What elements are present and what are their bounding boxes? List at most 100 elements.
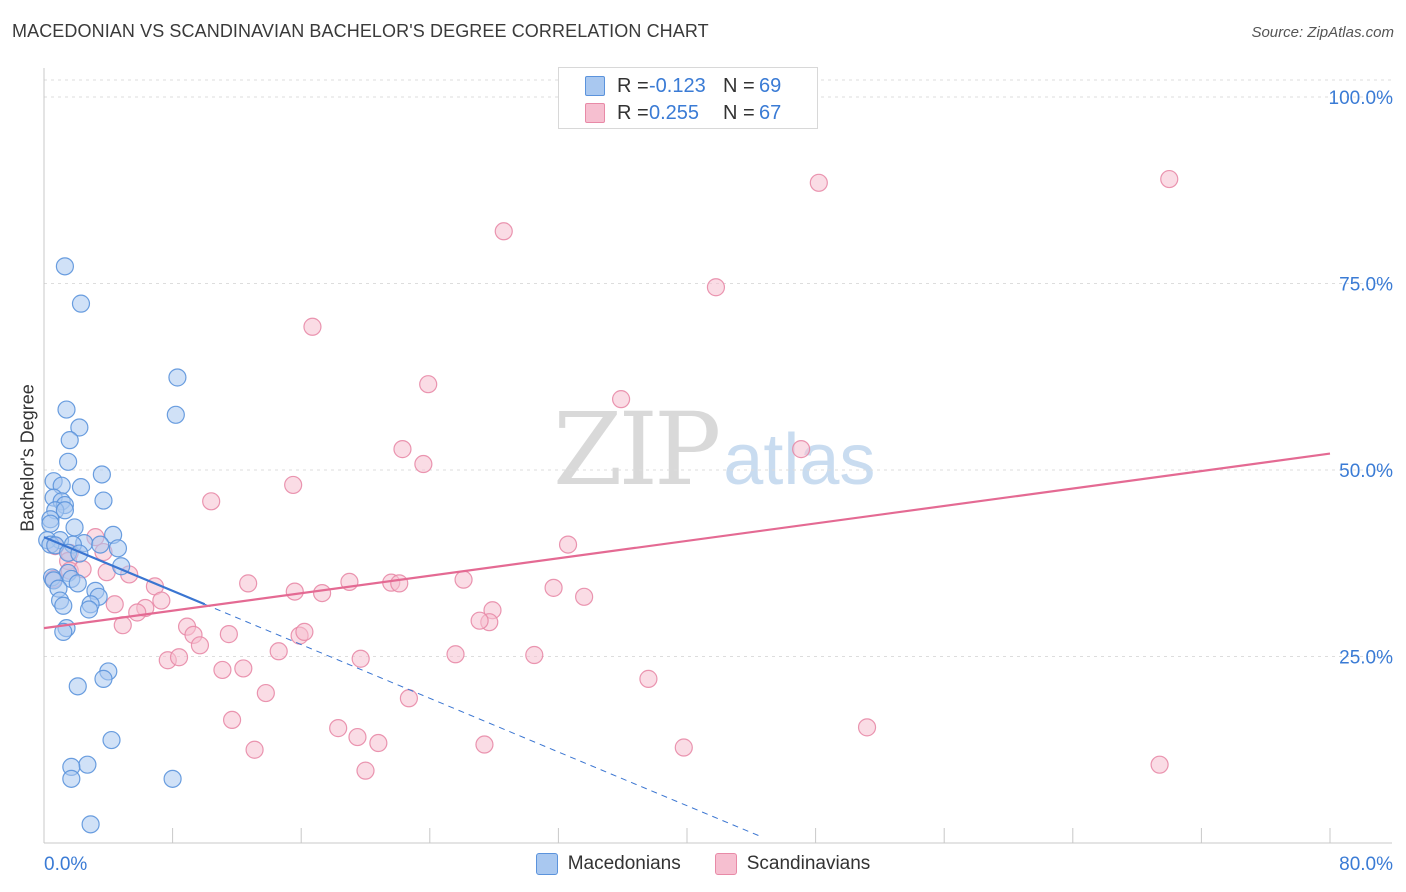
legend-label: Scandinavians [746,853,871,874]
macedonian-point [60,431,79,450]
scandinavian-point [1150,755,1169,774]
scandinavian-point [169,648,189,667]
scandinavian-point [202,492,221,511]
legend-n-value: 67 [759,101,782,124]
legend-swatch-blue [535,853,558,875]
scandinavian-point [190,636,210,655]
y-tick-label: 50.0% [1339,461,1393,482]
scandinavian-trend-line [43,452,1331,630]
macedonian-point [166,405,185,424]
chart-title: MACEDONIAN VS SCANDINAVIAN BACHELOR'S DE… [12,21,709,41]
legend-n-label: N = [723,101,755,124]
legend-item-macedonians[interactable]: Macedonians [535,853,681,875]
legend-label: Macedonians [567,853,681,874]
legend-r-label: R = [617,101,649,124]
scandinavian-point [295,622,314,641]
macedonian-point [57,400,76,419]
scandinavian-point [470,611,489,630]
y-tick-label: 100.0% [1329,88,1394,109]
macedonian-trend-line [43,536,206,606]
scandinavian-point [390,574,409,593]
scandinavian-point [575,587,594,606]
scandinavian-point [558,535,578,554]
macedonian-point [68,677,87,696]
macedonian-point [65,518,84,537]
macedonian-point [41,514,60,533]
macedonian-point [94,491,113,510]
scandinavian-point [152,591,171,610]
macedonian-point [59,452,78,471]
scandinavian-point [269,642,288,661]
scandinavian-point [105,595,124,614]
macedonian-point [79,600,99,619]
macedonian-point [68,574,87,593]
scandinavian-point [611,390,631,409]
legend-row-scandinavians: R = 0.255 N = 67 [585,101,781,125]
macedonian-point [54,596,73,615]
macedonian-point [81,815,100,834]
source-credit: Source: ZipAtlas.com [1251,24,1394,41]
y-tick-label: 25.0% [1339,648,1393,669]
macedonian-point [92,465,111,484]
macedonian-point [102,730,121,750]
scandinavian-point [809,173,828,192]
legend-swatch-pink [714,853,737,875]
legend-r-value: 0.255 [649,101,700,124]
scandinavian-point [234,659,253,678]
macedonian-trend-extension [204,603,760,837]
legend-item-scandinavians[interactable]: Scandinavians [714,853,871,875]
scandinavian-point [792,440,811,459]
scandinavian-point [369,733,388,753]
macedonian-point [91,535,110,554]
macedonian-point [71,294,91,313]
scandinavian-point [544,578,563,597]
macedonian-point [71,478,91,497]
scandinavian-point [639,669,658,688]
scandinavian-point [494,222,513,241]
scandinavian-point [284,475,303,495]
scandinavian-point [393,440,412,459]
scandinavian-point [256,683,275,703]
scandinavian-point [674,738,693,757]
macedonian-point [78,755,97,774]
scandinavian-point [419,375,438,394]
legend-swatch-pink [585,103,605,123]
correlation-legend: R = -0.123 N = 69 R = 0.255 N = 67 [558,67,818,129]
macedonian-point [70,418,89,437]
scandinavian-point [213,660,232,680]
series-legend: Macedonians Scandinavians [0,852,1406,876]
macedonian-point [108,539,128,558]
legend-r-label: R = [617,74,649,97]
scandinavian-point [219,625,238,644]
scandinavian-point [446,645,465,664]
legend-row-macedonians: R = -0.123 N = 69 [585,74,781,98]
y-axis-label: Bachelor's Degree [17,384,38,532]
scandinavian-point [706,278,726,297]
scandinavian-point [128,603,147,622]
macedonian-point [55,257,74,276]
scandinavian-point [348,727,367,747]
legend-n-value: 69 [759,74,782,97]
scandinavian-point [329,719,348,738]
x-tick-label: 0.0% [44,854,87,875]
scandinavian-point [356,761,375,780]
scandinavian-point [414,454,433,474]
legend-r-value: -0.123 [649,74,706,97]
legend-n-label: N = [723,74,755,97]
scandinavian-point [475,735,494,754]
scandinavian-point [285,582,304,601]
y-tick-label: 75.0% [1339,275,1393,296]
macedonian-point [94,669,113,688]
scandinavian-point [245,740,264,759]
scandinavian-point [351,649,370,668]
macedonian-point [168,368,187,387]
scandinavian-point [239,574,258,593]
scandinavian-point [454,570,473,589]
scandinavian-point [312,583,332,603]
scandinavian-point [1160,169,1179,189]
macedonian-point [62,769,81,788]
legend-swatch-blue [585,76,605,96]
macedonian-point [55,501,74,520]
scandinavian-point [525,645,544,665]
